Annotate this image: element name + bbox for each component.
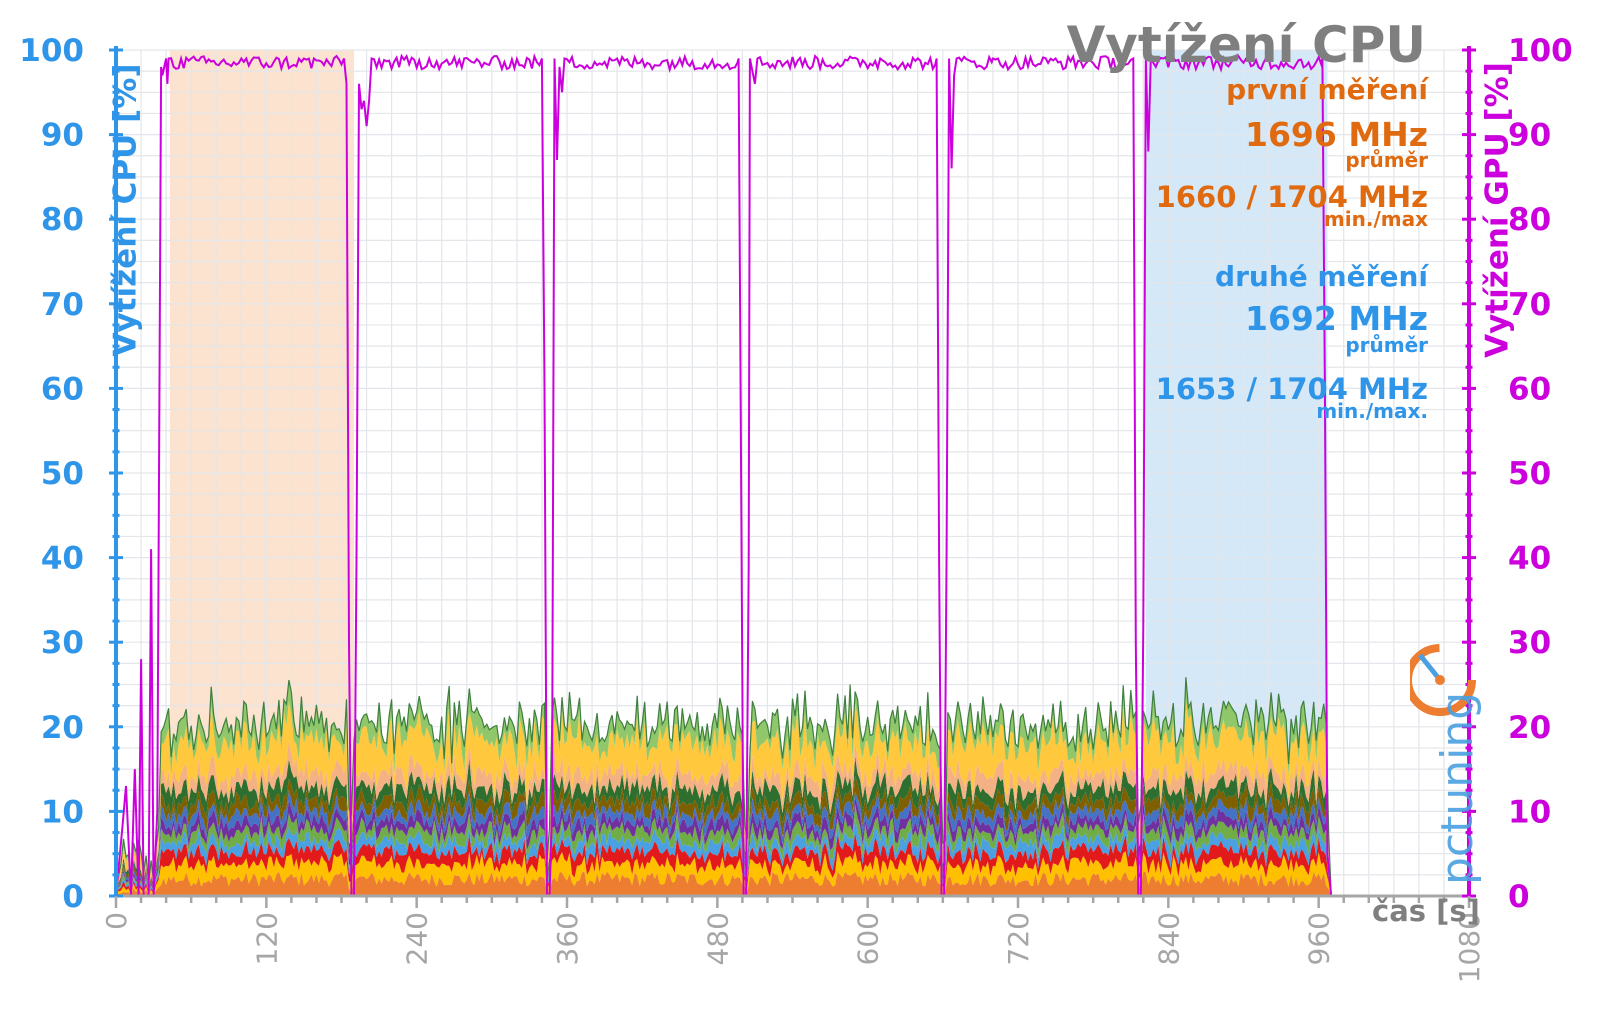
- cpu-layer-4: [116, 804, 1337, 896]
- x-tick-label: 480: [701, 912, 734, 965]
- logo-gauge-ring: [1410, 644, 1476, 716]
- gpu-line: [115, 53, 1469, 897]
- pctuning-logo: pctuning: [1410, 644, 1483, 885]
- gpu-line-layer: [115, 53, 1469, 897]
- y-right-tick-label: 90: [1508, 118, 1551, 154]
- x-axis-label: čas [s]: [1372, 894, 1480, 928]
- y-right-tick-label: 0: [1508, 879, 1530, 915]
- x-tick-label: 240: [401, 912, 434, 965]
- first-avg: 1696 MHz: [1245, 115, 1428, 154]
- y-left-tick-label: 60: [41, 371, 84, 407]
- cpu-stacked-areas: [115, 677, 1337, 897]
- y-right-tick-label: 50: [1508, 456, 1551, 492]
- y-left-tick-label: 80: [41, 202, 84, 238]
- x-ticks: 0 120 240 360 480 600 720 840 960 1080: [100, 912, 1486, 983]
- axes: [109, 46, 1476, 908]
- second-minmax: 1653 / 1704 MHz: [1155, 372, 1428, 406]
- y-left-tick-label: 50: [41, 456, 84, 492]
- logo-gauge-needle: [1418, 653, 1442, 682]
- y-left-tick-label: 30: [41, 625, 84, 661]
- y-left-tick-label: 70: [41, 287, 84, 323]
- y-axis-right-label: Vytížení GPU [%]: [1479, 62, 1516, 358]
- second-avg-label: průměr: [1345, 333, 1428, 357]
- x-tick-label: 120: [250, 912, 283, 965]
- cpu-layer-11: [116, 677, 1337, 896]
- first-minmax: 1660 / 1704 MHz: [1155, 180, 1428, 214]
- cpu-layer-7: [116, 775, 1337, 896]
- y-ticks-left: 0 10 20 30 40 50 60 70 80 90 100: [19, 33, 84, 915]
- y-left-tick-label: 40: [41, 541, 84, 577]
- x-tick-label: 600: [852, 912, 885, 965]
- cpu-layer-6: [116, 789, 1337, 896]
- y-left-tick-label: 10: [41, 794, 84, 830]
- cpu-layer-1: [116, 850, 1337, 896]
- x-tick-label: 360: [551, 912, 584, 965]
- cpu-layer-2: [116, 832, 1337, 896]
- y-left-tick-label: 90: [41, 118, 84, 154]
- first-heading: první měření: [1226, 73, 1428, 106]
- y-ticks-right: 0 10 20 30 40 50 60 70 80 90 100: [1508, 33, 1573, 915]
- y-axis-left-label: Vytížení CPU [%]: [107, 63, 144, 357]
- cpu-layer-9: [116, 740, 1337, 896]
- y-right-tick-label: 40: [1508, 541, 1551, 577]
- y-right-tick-label: 100: [1508, 33, 1573, 69]
- logo-gauge-center: [1435, 675, 1445, 685]
- y-right-tick-label: 10: [1508, 794, 1551, 830]
- x-tick-label: 720: [1002, 912, 1035, 965]
- y-right-tick-label: 70: [1508, 287, 1551, 323]
- x-tick-label: 840: [1152, 912, 1185, 965]
- y-left-tick-label: 100: [19, 33, 84, 69]
- x-tick-label: 960: [1303, 912, 1336, 965]
- y-left-tick-label: 0: [62, 879, 84, 915]
- y-left-tick-label: 20: [41, 710, 84, 746]
- y-right-tick-label: 80: [1508, 202, 1551, 238]
- cpu-layer-10: [116, 698, 1337, 896]
- first-avg-label: průměr: [1345, 148, 1428, 172]
- y-right-tick-label: 60: [1508, 371, 1551, 407]
- y-right-tick-label: 30: [1508, 625, 1551, 661]
- y-right-tick-label: 20: [1508, 710, 1551, 746]
- cpu-layer-0: [116, 871, 1337, 896]
- logo-text: pctuning: [1432, 692, 1483, 885]
- first-minmax-label: min./max: [1323, 207, 1428, 231]
- x-tick-label: 1080: [1453, 912, 1486, 983]
- cpu-total-outline: [115, 677, 1337, 897]
- chart-title: Vytížení CPU: [1066, 16, 1426, 74]
- second-heading: druhé měření: [1215, 260, 1428, 293]
- x-tick-label: 0: [100, 912, 133, 930]
- cpu-layer-3: [116, 818, 1337, 896]
- second-minmax-label: min./max.: [1316, 399, 1428, 423]
- second-avg: 1692 MHz: [1245, 299, 1428, 338]
- cpu-layer-8: [116, 756, 1337, 896]
- cpu-layer-5: [116, 797, 1337, 896]
